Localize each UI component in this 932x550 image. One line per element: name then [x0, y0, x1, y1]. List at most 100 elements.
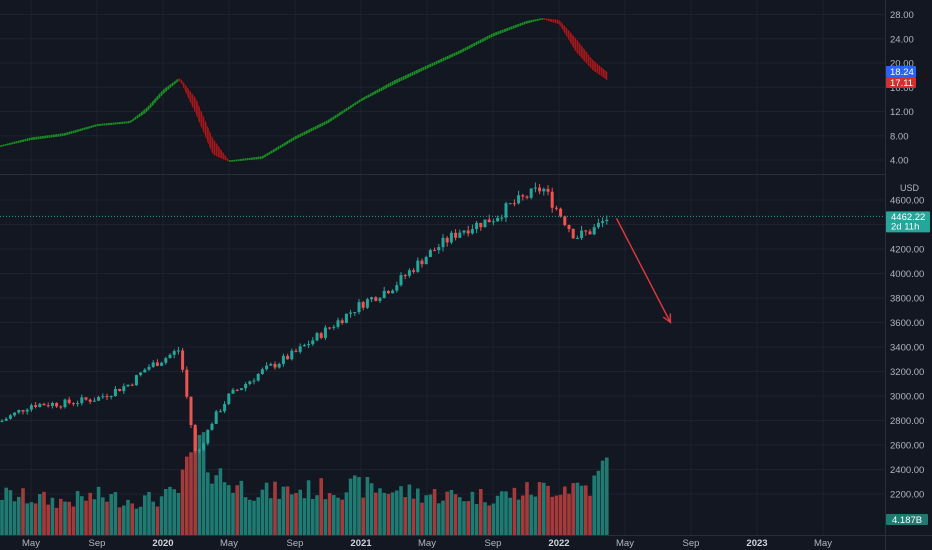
volume-bar: [134, 508, 139, 535]
ribbon-segment: [162, 87, 166, 95]
ribbon-segment: [343, 108, 346, 114]
candle-body: [470, 229, 474, 234]
x-tick-label: May: [22, 538, 40, 549]
candle-body: [218, 411, 222, 413]
ribbon-segment: [488, 33, 492, 40]
indicator-y-axis[interactable]: 28.00 24.00 20.00 16.00 12.00 8.00 4.00: [890, 10, 914, 167]
candle-body: [340, 320, 344, 323]
ribbon-segment: [145, 106, 148, 114]
ribbon-segment: [173, 79, 177, 86]
price-y-tick: 3800.00: [890, 294, 924, 305]
candle-body: [214, 411, 218, 424]
ribbon-segment: [153, 96, 157, 105]
volume-bar: [252, 500, 256, 535]
candle-body: [319, 333, 323, 338]
volume-bar: [71, 506, 76, 535]
candle-body: [8, 415, 12, 419]
currency-label[interactable]: USD: [900, 183, 920, 193]
x-tick-label: 2022: [548, 538, 569, 549]
candle-body: [349, 312, 353, 314]
candle-body: [374, 297, 378, 301]
volume-bar: [84, 500, 88, 535]
candle-body: [223, 404, 227, 412]
indicator-tag-bottom-value: 17.11: [890, 78, 913, 89]
candle-body: [512, 203, 516, 205]
volume-bar: [437, 503, 441, 535]
candle-body: [273, 363, 277, 368]
candle-body: [38, 403, 42, 408]
price-y-axis[interactable]: 4600.004400.004200.004000.003800.003600.…: [890, 196, 924, 501]
candle-body: [97, 397, 101, 401]
candle-body: [311, 340, 315, 345]
volume-bar: [336, 497, 340, 535]
candle-body: [496, 217, 500, 222]
candle-body: [554, 207, 558, 209]
candle-body: [475, 222, 479, 230]
candle-body: [424, 257, 428, 265]
indicator-y-tick: 24.00: [890, 34, 914, 45]
candle-body: [307, 344, 311, 346]
ribbon-segment: [604, 69, 608, 81]
ribbon-segment: [479, 38, 483, 44]
volume-bar: [596, 470, 601, 535]
candle-body: [134, 375, 138, 386]
ribbon-segment: [290, 137, 294, 143]
trend-arrow-annotation[interactable]: [615, 218, 672, 324]
candle-body: [46, 405, 50, 407]
volume-bar: [231, 492, 235, 535]
time-axis[interactable]: May Sep 2020 May Sep 2021 May Sep 2022 May Sep 2023…: [22, 538, 832, 549]
candle-body: [84, 397, 88, 400]
volume-bar: [214, 475, 218, 535]
volume-bar: [353, 475, 357, 535]
volume-bar: [382, 492, 386, 535]
ribbon-segment: [369, 92, 373, 98]
ribbon-segment: [270, 149, 274, 155]
ribbon-segment: [345, 106, 349, 113]
volume-bar: [12, 501, 17, 535]
ribbon-segment: [373, 89, 377, 96]
volume-bar: [75, 491, 80, 535]
volume-bar: [4, 487, 8, 535]
volume-bar: [395, 490, 399, 535]
volume-bar: [151, 501, 155, 535]
candle-body: [185, 369, 189, 397]
candle-body: [176, 350, 180, 352]
price-pane[interactable]: 4600.004400.004200.004000.003800.003600.…: [0, 182, 930, 535]
indicator-tag-bottom: [886, 77, 916, 88]
candle-body: [71, 403, 75, 405]
candle-body: [323, 327, 327, 338]
ribbon-segment: [378, 87, 382, 93]
ribbon-segment: [477, 39, 481, 45]
candle-body: [542, 188, 546, 192]
volume-bar: [264, 482, 269, 535]
volume-bar: [348, 478, 353, 535]
ribbon-segment: [292, 135, 296, 142]
candle-body: [588, 231, 592, 235]
indicator-tag-top: [886, 66, 916, 77]
volume-bar: [579, 485, 584, 535]
ribbon-segment: [466, 45, 470, 51]
candle-body: [504, 203, 508, 218]
candle-body: [55, 402, 59, 407]
volume-tag: [886, 514, 928, 525]
ribbon-segment: [131, 117, 135, 123]
ribbon-segment: [481, 37, 485, 43]
volume-bar: [588, 495, 592, 535]
volume-bar: [445, 491, 449, 535]
candle-body: [181, 350, 185, 370]
indicator-y-tick: 28.00: [890, 10, 914, 21]
ribbon-segment: [285, 139, 289, 146]
candle-body: [265, 365, 269, 370]
volume-bar: [546, 485, 550, 535]
ribbon-segment: [365, 94, 368, 100]
candle-body: [0, 420, 4, 422]
volume-bar: [567, 493, 571, 535]
volume-bar: [479, 488, 483, 535]
volume-bar: [201, 432, 206, 535]
candle-body: [483, 219, 487, 228]
candle-body: [210, 423, 214, 430]
volume-bar: [235, 485, 239, 535]
candle-body: [559, 208, 563, 217]
